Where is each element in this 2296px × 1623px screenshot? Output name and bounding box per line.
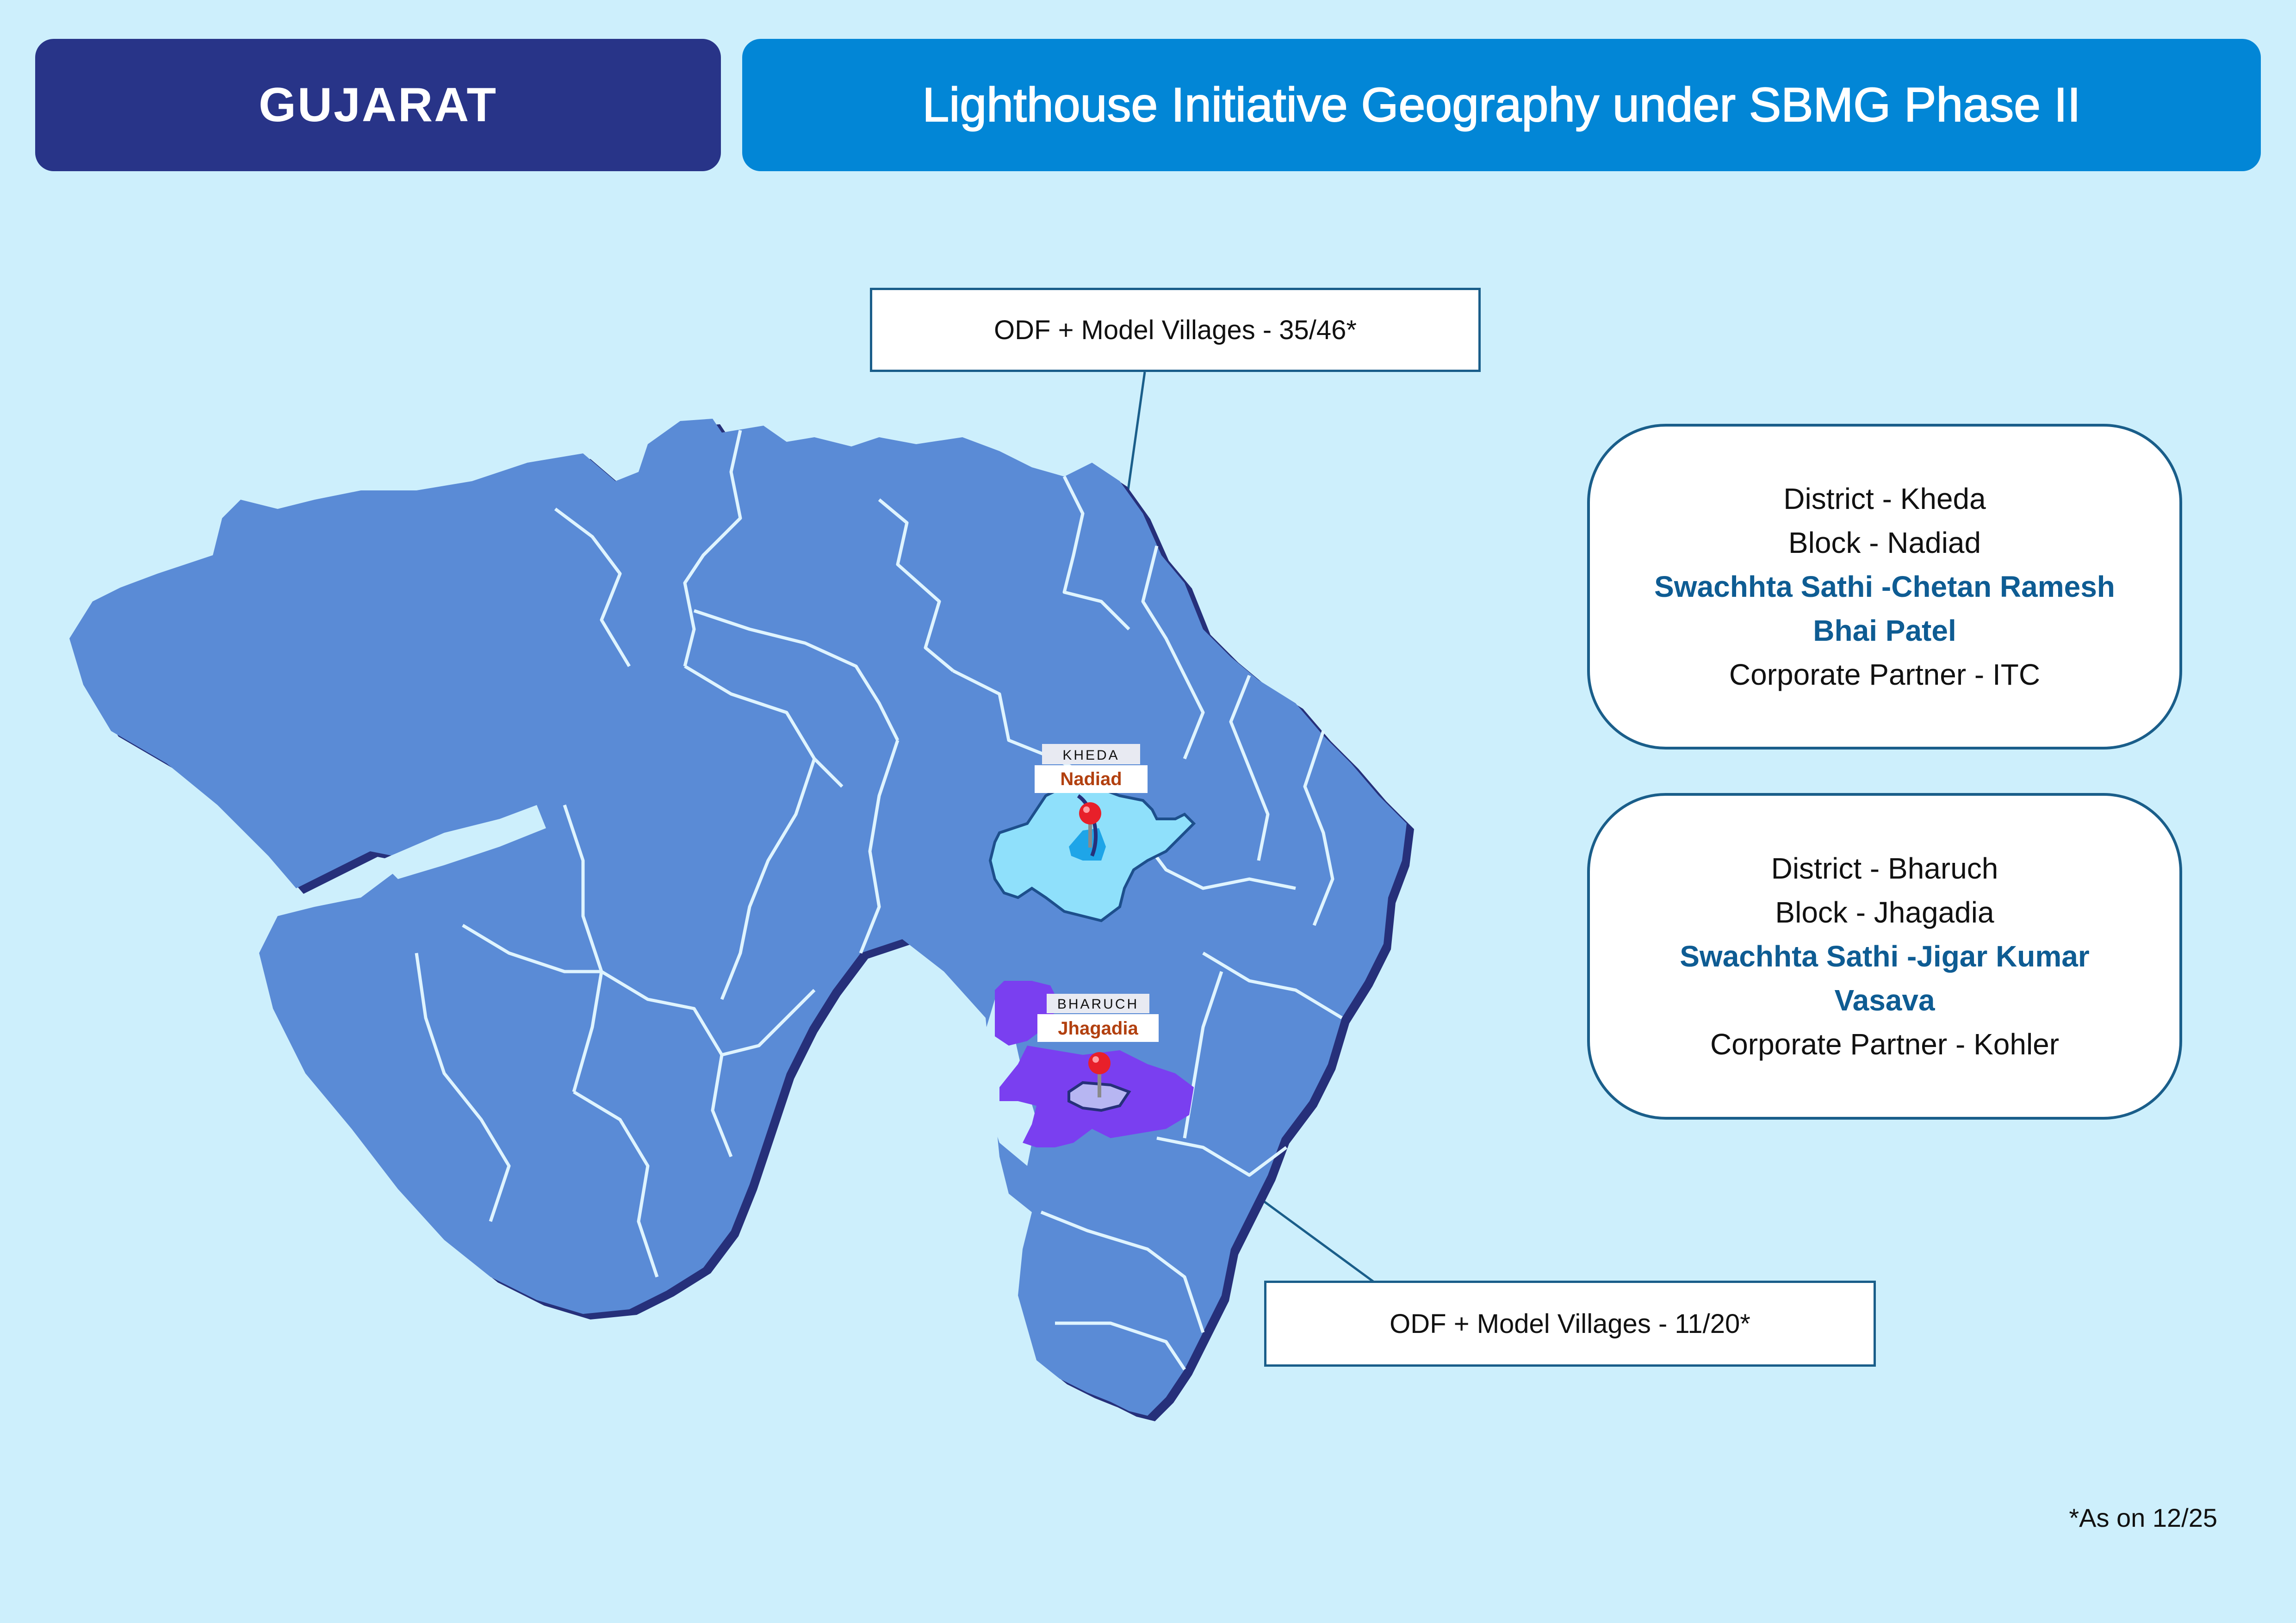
kheda-district-label: KHEDA [1062,748,1119,763]
kheda-odf-text: ODF + Model Villages - 35/46* [994,315,1357,345]
bharuch-district-label: BHARUCH [1057,997,1139,1012]
bharuch-odf-callout: ODF + Model Villages - 11/20* [1264,1281,1876,1367]
nadiad-label-bg [1035,765,1148,793]
nadiad-label: Nadiad [1060,769,1122,789]
state-outline [69,419,1414,1421]
jhagadia-label-bg [1037,1014,1159,1042]
bharuch-corporate-partner: Corporate Partner - Kohler [1710,1027,2060,1061]
map-pin-icon [1079,802,1101,848]
kheda-swachhta-sathi: Swachhta Sathi -Chetan Ramesh Bhai Patel [1654,570,2115,647]
jhagadia-label: Jhagadia [1058,1018,1138,1039]
title-header: Lighthouse Initiative Geography under SB… [742,39,2261,171]
kheda-corporate-partner: Corporate Partner - ITC [1729,657,2041,691]
bharuch-district: District - Bharuch [1771,851,1998,885]
map-pin-icon [1088,1052,1111,1097]
bharuch-swachhta-sathi: Swachhta Sathi -Jigar Kumar Vasava [1680,939,2090,1017]
footnote: *As on 12/25 [2069,1503,2217,1532]
bharuch-district-label-bg [1047,994,1149,1013]
bharuch-odf-text: ODF + Model Villages - 11/20* [1390,1308,1750,1339]
state-title: GUJARAT [259,78,497,132]
kheda-region [988,785,1196,923]
bharuch-block: Block - Jhagadia [1775,895,1994,929]
kheda-district: District - Kheda [1783,482,1986,515]
kheda-district-label-bg [1042,744,1140,764]
kheda-info-card: District - Kheda Block - Nadiad Swachhta… [1587,424,2182,750]
kheda-block: Block - Nadiad [1788,526,1981,559]
state-header: GUJARAT [35,39,721,171]
bharuch-info-card: District - Bharuch Block - Jhagadia Swac… [1587,793,2182,1120]
page-title: Lighthouse Initiative Geography under SB… [922,78,2081,132]
kheda-odf-callout: ODF + Model Villages - 35/46* [870,288,1481,372]
